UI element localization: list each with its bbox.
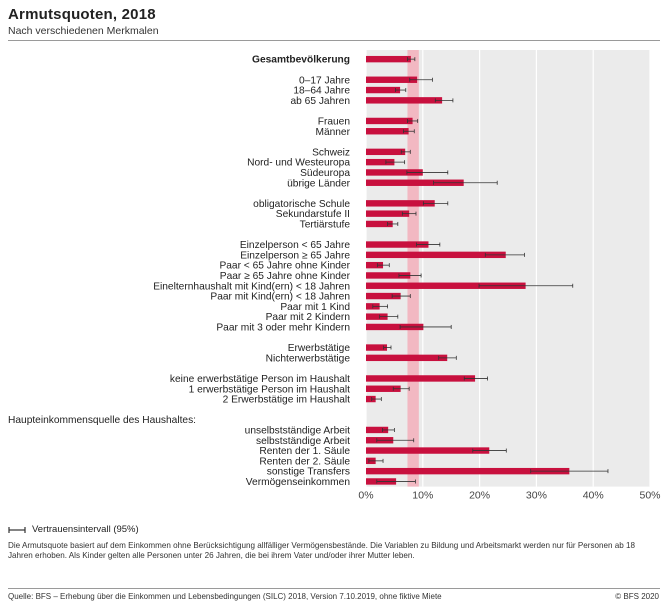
bar — [366, 220, 393, 228]
bar — [366, 395, 376, 403]
footnote: Die Armutsquote basiert auf dem Einkomme… — [8, 541, 636, 560]
category-label: Tertiärstufe — [300, 219, 351, 230]
category-label: Renten der 2. Säule — [259, 456, 350, 467]
category-label: Frauen — [318, 116, 350, 127]
bar — [366, 97, 443, 104]
category-label: Gesamtbevölkerung — [252, 55, 350, 66]
confidence-interval-icon — [8, 526, 26, 533]
bar — [366, 86, 401, 94]
bar — [366, 292, 401, 300]
category-label: 18–64 Jahre — [293, 86, 350, 97]
category-label: selbstständige Arbeit — [256, 436, 350, 447]
category-label: Schweiz — [312, 147, 350, 158]
category-label: Paar mit 1 Kind — [280, 302, 350, 313]
x-tick-label: 10% — [412, 490, 433, 502]
bar — [366, 169, 423, 176]
category-label: keine erwerbstätige Person im Haushalt — [170, 374, 350, 385]
bar — [366, 117, 413, 125]
legend-label: Vertrauensintervall (95%) — [32, 524, 139, 535]
category-label: Paar ≥ 65 Jahre ohne Kinder — [220, 271, 351, 282]
footer-divider — [8, 588, 660, 589]
bar — [366, 323, 424, 331]
bar — [366, 354, 448, 362]
bar — [366, 128, 409, 135]
reference-band — [407, 50, 419, 487]
category-label: sonstige Transfers — [267, 467, 350, 478]
bar — [366, 272, 411, 279]
bar — [366, 158, 395, 166]
category-label: Einzelperson ≥ 65 Jahre — [240, 250, 350, 261]
bar — [366, 76, 418, 83]
category-label: Vermögenseinkommen — [246, 477, 350, 488]
bar — [366, 210, 410, 217]
category-label: Einelternhaushalt mit Kind(ern) < 18 Jah… — [153, 281, 350, 292]
category-label: unselbstständige Arbeit — [245, 425, 351, 436]
x-tick-label: 30% — [526, 490, 547, 502]
bar — [366, 385, 401, 392]
bar — [366, 200, 435, 207]
bar — [366, 313, 388, 320]
category-label: Männer — [315, 127, 350, 138]
x-tick-label: 50% — [639, 490, 660, 502]
bar — [366, 467, 570, 475]
source-text: Quelle: BFS – Erhebung über die Einkomme… — [8, 592, 442, 601]
bar-chart: 0% 10% 20% 30% 40% 50% Gesamtbevölkerung 0–17 J… — [8, 50, 661, 502]
bar — [366, 375, 476, 382]
category-label: 1 erwerbstätige Person im Haushalt — [189, 384, 351, 395]
category-label: Paar < 65 Jahre ohne Kinder — [219, 261, 350, 272]
category-label: Erwerbstätige — [288, 343, 351, 354]
category-label: Einzelperson < 65 Jahre — [240, 240, 350, 251]
x-tick-label: 20% — [469, 490, 490, 502]
category-label: obligatorische Schule — [253, 199, 350, 210]
bar — [366, 282, 526, 289]
category-label: Paar mit 3 oder mehr Kindern — [216, 322, 350, 333]
chart-subtitle: Nach verschiedenen Merkmalen — [8, 25, 159, 37]
category-label: Nord- und Westeuropa — [247, 158, 350, 169]
bar — [366, 148, 406, 156]
x-tick-label: 0% — [358, 490, 373, 502]
legend: Vertrauensintervall (95%) — [8, 524, 139, 535]
bar — [366, 344, 388, 351]
bar — [366, 426, 389, 434]
category-label: Renten der 1. Säule — [259, 446, 350, 457]
category-label: Nichterwerbstätige — [266, 353, 351, 364]
category-label: Sekundarstufe II — [276, 209, 350, 220]
bar — [366, 55, 411, 63]
category-label: Paar mit Kind(ern) < 18 Jahren — [210, 292, 350, 303]
bar — [366, 251, 506, 259]
title-divider — [8, 40, 660, 41]
bar — [366, 261, 384, 269]
bar — [366, 241, 429, 248]
category-label: Paar mit 2 Kindern — [266, 312, 350, 323]
category-label: übrige Länder — [287, 178, 350, 189]
category-label: 0–17 Jahre — [299, 75, 350, 86]
group-heading: Haupteinkommensquelle des Haushaltes: — [8, 415, 196, 426]
copyright-text: © BFS 2020 — [615, 592, 659, 601]
bar — [366, 179, 464, 186]
x-tick-label: 40% — [583, 490, 604, 502]
category-label: ab 65 Jahren — [291, 96, 350, 107]
category-label: Südeuropa — [300, 168, 350, 179]
category-label: 2 Erwerbstätige im Haushalt — [223, 395, 351, 406]
bar — [366, 447, 490, 454]
chart-title: Armutsquoten, 2018 — [8, 6, 156, 23]
